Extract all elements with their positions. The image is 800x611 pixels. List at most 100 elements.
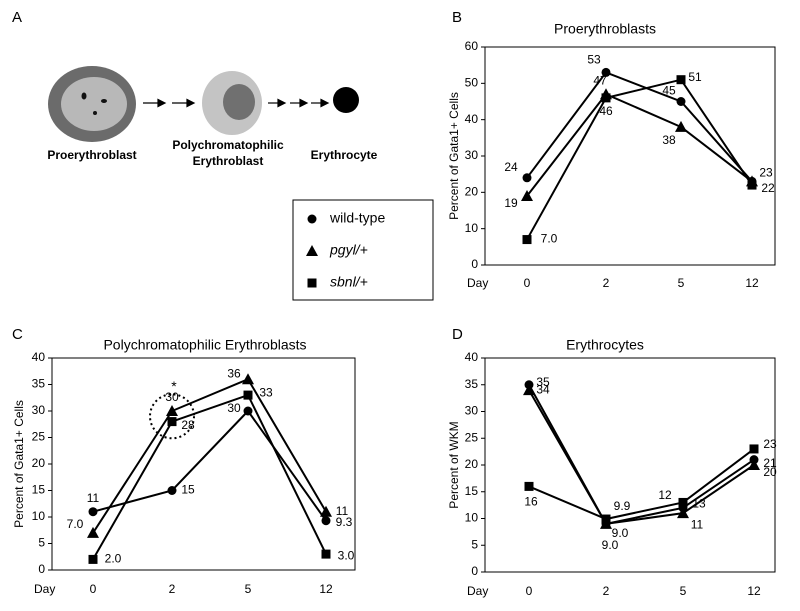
y-tick-label: 40 — [465, 350, 479, 364]
value-label: 46 — [599, 104, 613, 118]
y-tick-label: 25 — [32, 430, 46, 444]
series-line — [528, 448, 755, 521]
series-line — [526, 78, 753, 241]
marker — [524, 481, 534, 491]
marker — [522, 235, 532, 245]
x-tick-label: 5 — [678, 276, 685, 290]
series-line — [92, 377, 327, 534]
y-tick-label: 25 — [465, 430, 479, 444]
value-label: 34 — [536, 382, 550, 396]
value-label: 38 — [662, 133, 676, 147]
y-axis-label: Percent of WKM — [447, 421, 461, 508]
x-axis-label: Day — [34, 582, 55, 596]
marker — [320, 505, 332, 517]
marker — [243, 390, 253, 400]
marker — [675, 120, 687, 132]
value-label: 47 — [593, 73, 607, 87]
marker — [88, 554, 98, 564]
nucleus — [61, 77, 127, 131]
value-label: 11 — [87, 491, 100, 505]
chart-title: Proerythroblasts — [554, 21, 656, 37]
y-tick-label: 0 — [38, 562, 45, 576]
x-tick-label: 12 — [319, 582, 333, 596]
legend-marker — [307, 278, 317, 288]
y-tick-label: 20 — [465, 185, 479, 199]
y-tick-label: 10 — [465, 221, 479, 235]
y-tick-label: 30 — [465, 148, 479, 162]
cell-label: Polychromatophilic — [172, 138, 284, 152]
y-axis-label: Percent of Gata1+ Cells — [447, 92, 461, 220]
cell-label: Erythrocyte — [311, 148, 378, 162]
y-tick-label: 35 — [465, 377, 479, 391]
marker — [676, 75, 686, 85]
y-tick-label: 20 — [465, 457, 479, 471]
value-label: 51 — [688, 70, 702, 84]
x-tick-label: 2 — [603, 276, 610, 290]
y-tick-label: 0 — [471, 257, 478, 271]
value-label: 15 — [181, 483, 195, 497]
y-tick-label: 40 — [32, 350, 46, 364]
value-label: 2.0 — [105, 552, 122, 566]
value-label: 30 — [227, 401, 241, 415]
marker — [321, 516, 331, 526]
value-label: 9.0 — [612, 526, 629, 540]
value-label: 7.0 — [541, 232, 558, 246]
y-tick-label: 10 — [32, 509, 46, 523]
value-label: 36 — [227, 366, 241, 380]
x-tick-label: 0 — [524, 276, 531, 290]
panel-letter: C — [12, 326, 23, 343]
value-label: 12 — [658, 488, 672, 502]
marker — [678, 497, 688, 507]
x-tick-label: 2 — [603, 584, 610, 598]
marker — [676, 97, 686, 106]
cell-label: Erythroblast — [193, 154, 264, 168]
marker — [243, 406, 253, 416]
y-tick-label: 60 — [465, 39, 479, 53]
y-tick-label: 10 — [465, 511, 479, 525]
value-label: 45 — [662, 84, 676, 98]
marker — [167, 486, 177, 495]
value-label: 9.9 — [614, 499, 631, 513]
y-tick-label: 5 — [471, 537, 478, 551]
x-tick-label: 12 — [745, 276, 759, 290]
chart-title: Polychromatophilic Erythroblasts — [103, 337, 306, 353]
x-axis-label: Day — [467, 584, 488, 598]
legend-marker — [307, 214, 317, 224]
value-label: 13 — [692, 497, 706, 511]
y-tick-label: 20 — [32, 456, 46, 470]
marker — [521, 189, 533, 201]
panel-letter: A — [12, 9, 22, 26]
legend: wild-type pgyl/+ sbnl/+ — [306, 210, 385, 290]
y-tick-label: 35 — [32, 377, 46, 391]
legend-label: sbnl/+ — [330, 274, 368, 290]
marker — [87, 526, 99, 538]
y-tick-label: 5 — [38, 536, 45, 550]
nucleus — [223, 84, 255, 120]
value-label: 7.0 — [67, 517, 84, 531]
x-tick-label: 2 — [169, 582, 176, 596]
series-line — [528, 389, 755, 525]
x-tick-label: 5 — [245, 582, 252, 596]
annotation: * — [171, 378, 177, 394]
value-label: 11 — [691, 517, 704, 531]
legend-label: wild-type — [329, 210, 385, 226]
value-label: 9.0 — [602, 538, 619, 552]
value-label: 23 — [763, 437, 777, 451]
value-label: 21 — [763, 456, 777, 470]
legend-label: pgyl/+ — [329, 242, 368, 258]
x-tick-label: 0 — [90, 582, 97, 596]
marker — [677, 507, 689, 519]
marker — [601, 67, 611, 77]
series-line — [526, 93, 753, 197]
value-label: 53 — [587, 53, 601, 67]
value-label: 22 — [761, 181, 775, 195]
series-line — [526, 71, 753, 183]
value-label: 33 — [259, 385, 273, 399]
y-axis-label: Percent of Gata1+ Cells — [12, 400, 26, 528]
panel-letter: D — [452, 326, 463, 343]
highlight-circle — [149, 393, 195, 440]
marker — [601, 514, 611, 524]
marker — [749, 444, 759, 454]
series-line — [528, 384, 755, 525]
y-tick-label: 40 — [465, 112, 479, 126]
